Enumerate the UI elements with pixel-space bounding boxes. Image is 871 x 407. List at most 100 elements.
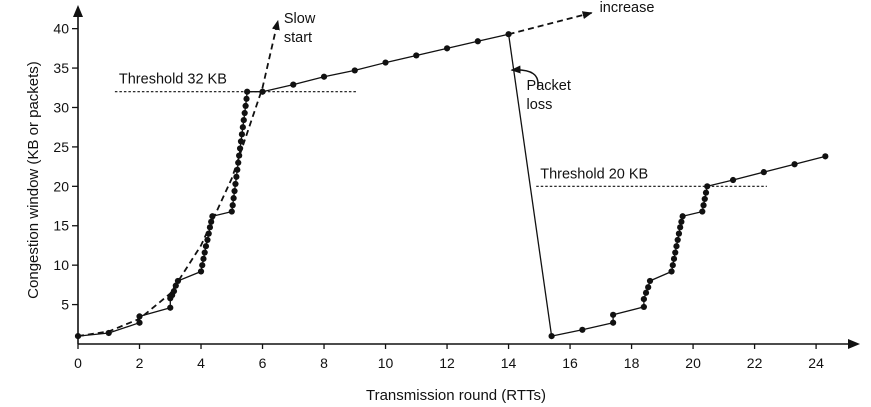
data-point	[290, 81, 297, 88]
x-tick-label: 8	[320, 355, 328, 371]
data-point	[201, 249, 208, 256]
data-point	[679, 213, 686, 220]
y-tick-label: 10	[53, 257, 69, 273]
threshold-label: Threshold 20 KB	[540, 166, 648, 182]
data-point	[672, 249, 679, 256]
y-tick-label: 20	[53, 178, 69, 194]
data-point	[729, 176, 737, 184]
y-tick-label: 15	[53, 218, 69, 234]
series-layer	[74, 11, 829, 340]
data-point	[677, 224, 684, 231]
x-tick-label: 6	[259, 355, 267, 371]
data-point	[233, 173, 240, 180]
annotation-text: start	[284, 30, 312, 46]
x-tick-label: 0	[74, 355, 82, 371]
y-ticks: 5 10 15 20 25 30 35 40	[53, 21, 78, 313]
thresholds: Threshold 32 KB Threshold 20 KB	[114, 72, 767, 187]
y-tick-label: 40	[53, 21, 69, 37]
x-tick-label: 12	[439, 355, 455, 371]
y-tick-label: 5	[61, 297, 69, 313]
x-ticks: 0 2 4 6 8 10 12 14 16 18 20 22 24	[74, 344, 824, 371]
x-tick-label: 18	[624, 355, 640, 371]
x-tick-label: 10	[378, 355, 394, 371]
data-point	[699, 208, 706, 215]
data-point	[700, 202, 707, 209]
data-point	[170, 288, 178, 295]
data-point	[669, 262, 676, 269]
x-tick-label: 14	[501, 355, 517, 371]
data-point	[791, 161, 798, 168]
data-point	[443, 45, 451, 52]
data-point	[200, 255, 207, 262]
y-axis-title: Congestion window (KB or packets)	[25, 61, 42, 299]
data-point	[702, 189, 710, 196]
data-point	[240, 117, 247, 124]
data-point	[670, 255, 678, 262]
annotation-text: Slow	[284, 11, 316, 27]
data-point	[228, 208, 235, 215]
data-point	[236, 152, 243, 159]
packet-loss-pointer	[510, 65, 539, 89]
data-point	[74, 333, 82, 340]
data-point	[238, 131, 246, 138]
y-axis-arrow-icon	[73, 5, 83, 17]
data-point	[413, 52, 420, 59]
data-point	[236, 145, 244, 152]
x-tick-label: 4	[197, 355, 205, 371]
data-point	[822, 153, 829, 160]
data-point	[645, 284, 652, 291]
dashed-series-line	[508, 11, 593, 36]
data-point	[579, 326, 586, 333]
x-tick-label: 2	[136, 355, 144, 371]
threshold-label: Threshold 32 KB	[119, 72, 227, 88]
data-point	[674, 236, 681, 244]
data-point	[199, 262, 206, 269]
data-point	[474, 38, 481, 45]
data-point	[167, 304, 174, 311]
data-point	[244, 88, 251, 95]
data-point	[242, 102, 249, 110]
data-point	[704, 183, 711, 190]
axes	[73, 5, 860, 349]
data-point	[239, 124, 246, 131]
data-point	[204, 236, 211, 244]
data-point	[232, 180, 239, 188]
data-point	[760, 169, 767, 176]
data-point	[231, 187, 238, 195]
data-point	[241, 109, 248, 117]
data-point	[208, 218, 215, 225]
data-point	[505, 31, 512, 38]
data-point	[678, 218, 685, 225]
data-point	[229, 202, 236, 209]
data-point	[646, 277, 654, 285]
data-point	[640, 303, 647, 311]
y-tick-label: 35	[53, 60, 69, 76]
data-point	[230, 195, 237, 202]
data-point	[136, 319, 143, 326]
data-point	[382, 59, 389, 66]
data-point	[640, 295, 647, 303]
data-point	[642, 289, 650, 296]
x-axis-arrow-icon	[848, 339, 860, 349]
x-tick-label: 22	[747, 355, 763, 371]
data-point	[243, 95, 250, 102]
annotation-text: loss	[527, 97, 553, 113]
x-tick-label: 20	[685, 355, 701, 371]
x-axis-title: Transmission round (RTTs)	[366, 387, 546, 404]
data-point	[668, 268, 675, 275]
data-point	[136, 313, 143, 320]
x-tick-label: 16	[562, 355, 578, 371]
x-tick-label: 24	[808, 355, 824, 371]
data-point	[673, 243, 680, 250]
annotation-text: increase	[600, 0, 655, 16]
annotation-text: Packet	[527, 78, 571, 94]
data-point	[197, 268, 205, 275]
y-tick-label: 25	[53, 139, 69, 155]
data-point	[237, 138, 245, 145]
annotations: SlowstartAdditiveincreasePacketloss	[284, 0, 655, 113]
data-point	[701, 195, 708, 203]
data-point	[610, 311, 617, 318]
data-point	[320, 73, 328, 80]
dashed-series-line	[77, 19, 280, 337]
